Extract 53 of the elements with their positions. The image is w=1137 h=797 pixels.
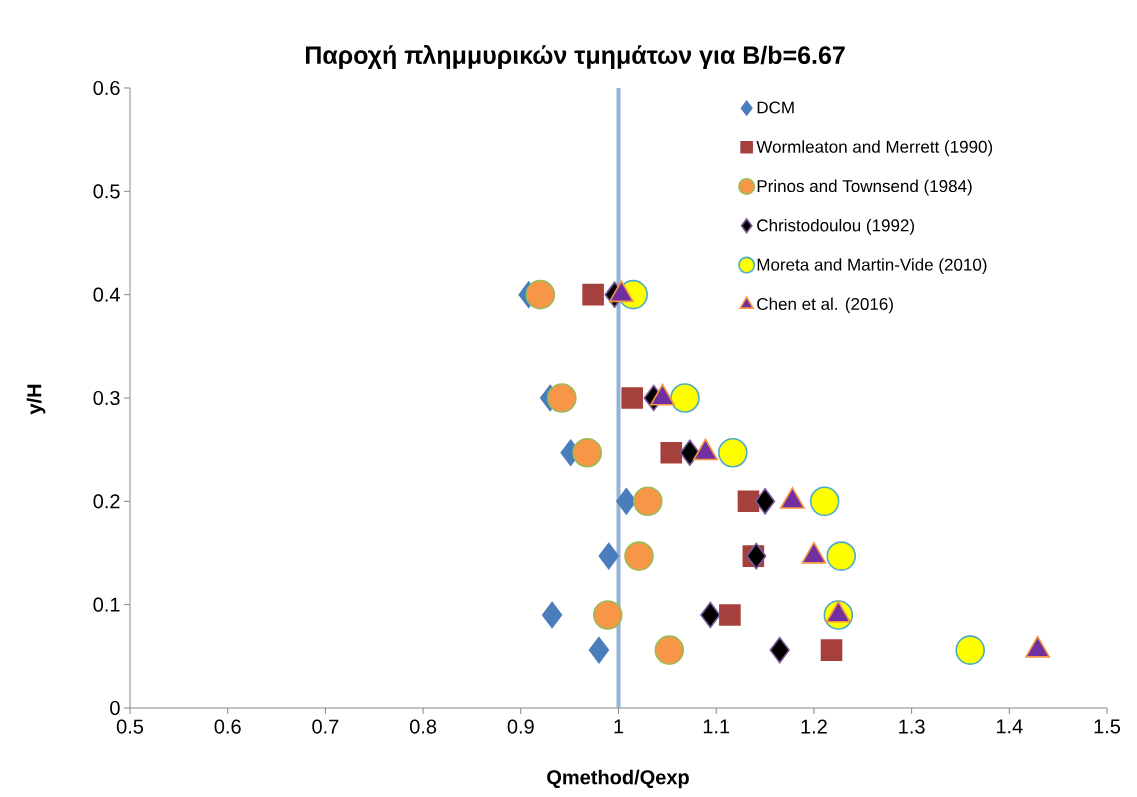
point — [769, 636, 790, 664]
x-tick-label: 0.8 — [409, 719, 437, 734]
legend-label: Wormleaton and Merrett (1990) — [756, 140, 993, 157]
legend-label: DCM — [757, 101, 794, 114]
legend-label: Prinos and Townsend (1984) — [757, 179, 972, 196]
point — [592, 600, 623, 630]
point — [654, 635, 685, 665]
point — [525, 279, 556, 310]
x-tick-label: 1.1 — [703, 719, 730, 734]
y-tick-label: 0.4 — [93, 287, 120, 302]
point — [598, 542, 619, 570]
point — [820, 639, 843, 661]
point — [809, 486, 840, 517]
x-tick-label: 0.5 — [116, 719, 144, 734]
x-tick-label: 1.3 — [899, 719, 925, 734]
x-tick-label: 0.9 — [507, 719, 534, 734]
y-tick-label: 0 — [110, 700, 120, 716]
point — [633, 486, 663, 517]
legend-label: Chen et al. (2016) — [757, 297, 893, 314]
x-tick-label: 1.5 — [1094, 719, 1121, 734]
x-tick-label: 0.6 — [214, 719, 241, 734]
y-tick-label: 0.5 — [93, 184, 120, 199]
point — [582, 283, 604, 306]
point — [719, 604, 741, 626]
point — [541, 601, 563, 629]
point — [700, 601, 721, 629]
point — [621, 387, 643, 409]
point — [588, 636, 610, 664]
y-tick-label: 0.6 — [93, 80, 120, 96]
point — [660, 441, 683, 464]
y-axis-title: y/H — [26, 384, 46, 415]
point — [737, 490, 760, 513]
point — [572, 437, 603, 468]
point — [826, 541, 857, 571]
point — [679, 439, 701, 467]
y-tick-label: 0.2 — [93, 494, 120, 509]
y-tick-label: 0.1 — [93, 597, 120, 612]
y-tick-label: 0.3 — [93, 390, 120, 406]
legend-label: Christodoulou (1992) — [757, 218, 914, 235]
x-tick-label: 1 — [614, 719, 624, 734]
point — [670, 383, 700, 413]
point — [624, 541, 654, 571]
point — [754, 488, 776, 515]
point — [718, 437, 748, 468]
chart-title: Παροχή πλημμυρικών τμημάτων για B/b=6.67 — [305, 45, 845, 69]
x-axis-title: Qmethod/Qexp — [547, 769, 689, 789]
point — [547, 383, 577, 413]
point — [616, 488, 637, 515]
point — [955, 635, 986, 665]
x-tick-label: 1.2 — [801, 719, 827, 734]
x-tick-label: 1.4 — [996, 719, 1023, 734]
x-tick-label: 0.7 — [312, 719, 339, 734]
legend-label: Moreta and Martin-Vide (2010) — [757, 258, 987, 275]
